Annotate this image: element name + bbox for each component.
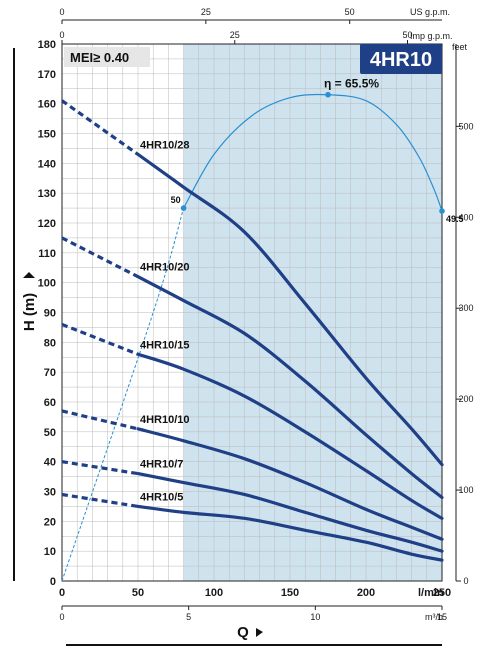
x-unit-m3h: m³/h	[425, 612, 443, 622]
x-tick-label: 150	[281, 587, 299, 599]
head-curve-label: 4HR10/10	[140, 414, 190, 426]
efficiency-curve-dashed	[61, 207, 185, 582]
efficiency-left-label: 50	[171, 195, 181, 205]
head-curve-solid	[136, 472, 444, 553]
y-tick-label: 100	[38, 278, 56, 290]
feet-tick-label: 500	[458, 121, 473, 131]
head-curve-dashed	[61, 322, 139, 356]
mei-badge-box	[64, 47, 150, 67]
model-badge-box	[360, 44, 442, 74]
y-tick-label: 40	[44, 457, 56, 469]
x-tick-label: 250	[433, 587, 451, 599]
imp-gpm-tick-label: 50	[402, 30, 412, 40]
mei-badge: MEI≥ 0.40	[70, 50, 129, 65]
efficiency-curve-solid	[183, 93, 443, 212]
x-tick-label: 50	[132, 587, 144, 599]
y-tick-label: 180	[38, 39, 56, 51]
head-curve-series: 4HR10/28	[61, 99, 444, 467]
feet-tick-labels: 0 100 200 300 400 500	[456, 121, 474, 586]
plot-frame	[61, 43, 443, 582]
y-tick-label: 160	[38, 99, 56, 111]
x-tick-label: 0	[59, 587, 65, 599]
efficiency-point-left	[180, 205, 187, 211]
y-tick-label: 140	[38, 158, 56, 170]
feet-tick-label: 100	[458, 485, 473, 495]
us-gpm-unit: US g.p.m.	[410, 7, 450, 17]
y-tick-label: 70	[44, 367, 56, 379]
head-curve-solid	[136, 427, 444, 541]
imp-gpm-ticks: 0 25 50	[59, 30, 413, 44]
imp-gpm-unit: Imp g.p.m.	[410, 31, 453, 41]
head-curve-label: 4HR10/28	[140, 139, 190, 151]
m3h-tick-label: 5	[186, 612, 191, 622]
y-tick-label: 50	[44, 427, 56, 439]
y-tick-label: 0	[50, 576, 56, 588]
x-tick-labels: 0 50 100 150 200 250	[59, 587, 451, 599]
x-unit-lmin: l/min	[418, 587, 444, 599]
m3h-tick-label: 15	[437, 612, 447, 622]
x-axis-title: Q	[237, 624, 249, 641]
efficiency-point-right	[439, 208, 445, 214]
head-curve-dashed	[61, 409, 139, 431]
feet-tick-label: 400	[458, 212, 473, 222]
m3h-tick-label: 10	[310, 612, 320, 622]
y-axis-title-group: H (m)	[21, 272, 38, 331]
y-tick-label: 30	[44, 487, 56, 499]
y-tick-label: 60	[44, 397, 56, 409]
head-curve-label: 4HR10/20	[140, 262, 190, 274]
efficiency-right-label: 49.5	[446, 214, 464, 224]
head-curve-series: 4HR10/15	[61, 322, 444, 520]
head-curve-dashed	[61, 492, 139, 508]
feet-tick-label: 200	[458, 394, 473, 404]
us-gpm-ticks: 0 25 50	[59, 7, 355, 24]
y-tick-label: 20	[44, 516, 56, 528]
y-axis-arrow-icon	[23, 272, 35, 278]
head-curve-label: 4HR10/5	[140, 491, 183, 503]
feet-unit: feet	[452, 42, 468, 52]
efficiency-point-peak	[325, 91, 331, 98]
head-curve-dashed	[61, 99, 139, 156]
x-axis-arrow-icon	[256, 628, 263, 637]
y-tick-labels: 0 10 20 30 40 50 60 70 80 90 100 110 120 130 140 150 160…	[38, 39, 56, 588]
head-curve-solid	[136, 275, 444, 500]
y-tick-label: 170	[38, 69, 56, 81]
head-curve-series: 4HR10/20	[61, 236, 444, 500]
y-tick-label: 110	[38, 248, 56, 260]
head-curve-dashed	[61, 460, 139, 476]
head-curve-dashed	[61, 236, 139, 279]
head-curves: 4HR10/28 4HR10/20 4HR10/15 4HR10/10 4HR10/7 4…	[61, 99, 444, 562]
head-curve-series: 4HR10/5	[61, 491, 444, 562]
head-curve-solid	[136, 352, 444, 520]
m3h-tick-labels: 0 5 10 15	[59, 606, 447, 622]
y-tick-label: 90	[44, 308, 56, 320]
y-tick-label: 80	[44, 337, 56, 349]
y-tick-label: 10	[44, 546, 56, 558]
us-gpm-tick-label: 0	[59, 7, 64, 17]
y-tick-label: 120	[38, 218, 56, 230]
imp-gpm-tick-label: 25	[230, 30, 240, 40]
y-tick-label: 150	[38, 129, 56, 141]
efficiency-curve: 50 49.5 η = 65.5%	[61, 77, 464, 582]
efficiency-peak-label: η = 65.5%	[324, 77, 379, 91]
x-tick-label: 100	[205, 587, 223, 599]
head-curve-solid	[136, 152, 444, 467]
imp-gpm-tick-label: 0	[59, 30, 64, 40]
head-curve-label: 4HR10/15	[140, 339, 190, 351]
x-tick-label: 200	[357, 587, 375, 599]
y-axis-title: H (m)	[21, 293, 38, 331]
head-curve-series: 4HR10/10	[61, 409, 444, 541]
chart-title: 4HR10	[370, 49, 432, 71]
x-axis-title-group: Q	[237, 624, 263, 641]
feet-tick-label: 300	[458, 303, 473, 313]
head-curve-label: 4HR10/7	[140, 459, 183, 471]
m3h-tick-label: 0	[59, 612, 64, 622]
us-gpm-tick-label: 25	[201, 7, 211, 17]
y-tick-label: 130	[38, 188, 56, 200]
us-gpm-tick-label: 50	[345, 7, 355, 17]
feet-tick-label: 0	[463, 576, 468, 586]
head-curve-solid	[136, 504, 444, 562]
head-curve-series: 4HR10/7	[61, 459, 444, 553]
